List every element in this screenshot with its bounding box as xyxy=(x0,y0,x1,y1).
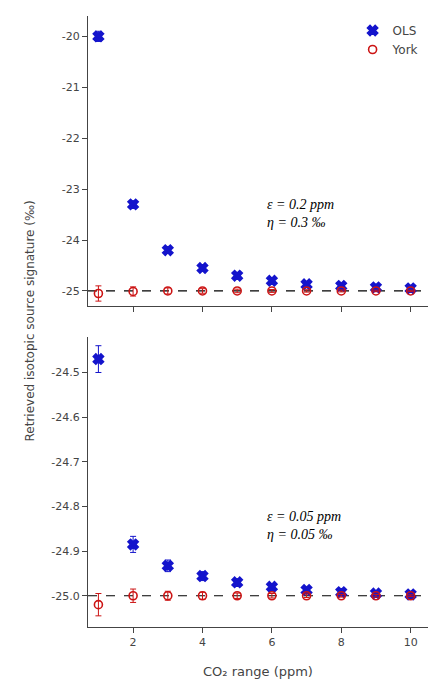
svg-text:CO₂ range (ppm): CO₂ range (ppm) xyxy=(203,664,313,679)
svg-text:-24.8: -24.8 xyxy=(51,500,79,513)
svg-text:10: 10 xyxy=(404,636,418,649)
svg-text:8: 8 xyxy=(338,636,345,649)
svg-text:-21: -21 xyxy=(62,81,80,94)
svg-text:ε = 0.05 ppmη = 0.05 ‰: ε = 0.05 ppmη = 0.05 ‰ xyxy=(267,509,341,542)
svg-text:-25.0: -25.0 xyxy=(51,590,79,603)
svg-text:-23: -23 xyxy=(62,183,80,196)
svg-text:ε = 0.2 ppmη = 0.3 ‰: ε = 0.2 ppmη = 0.3 ‰ xyxy=(267,197,334,230)
svg-text:2: 2 xyxy=(130,636,137,649)
svg-text:-24.5: -24.5 xyxy=(51,366,79,379)
svg-text:OLS: OLS xyxy=(393,24,417,38)
svg-text:-22: -22 xyxy=(62,132,80,145)
svg-text:-24.7: -24.7 xyxy=(51,456,79,469)
svg-text:-24: -24 xyxy=(62,234,80,247)
svg-text:-24.6: -24.6 xyxy=(51,411,79,424)
svg-text:6: 6 xyxy=(268,636,275,649)
svg-text:Retrieved isotopic source sign: Retrieved isotopic source signature (‰) xyxy=(23,200,37,441)
svg-text:4: 4 xyxy=(199,636,206,649)
svg-text:-20: -20 xyxy=(62,30,80,43)
svg-text:York: York xyxy=(392,43,418,57)
svg-text:-25: -25 xyxy=(62,285,80,298)
svg-text:-24.9: -24.9 xyxy=(51,545,79,558)
